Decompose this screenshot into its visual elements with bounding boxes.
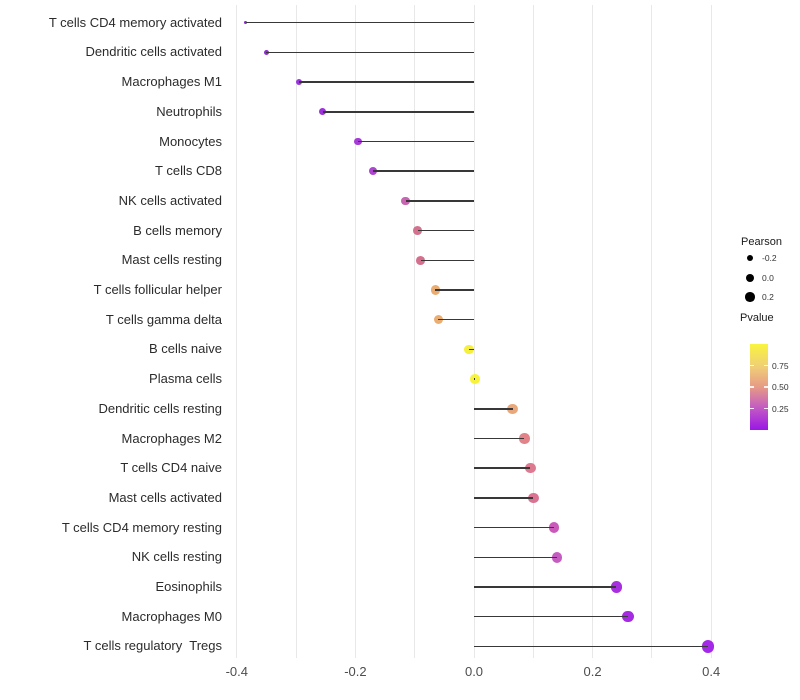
data-point: [295, 78, 303, 86]
y-axis-label: Macrophages M0: [121, 608, 222, 624]
y-axis-label: T cells CD8: [155, 163, 222, 179]
data-point: [319, 108, 327, 116]
size-legend-label: 0.2: [762, 292, 774, 302]
size-legend-title: Pearson: [741, 236, 782, 248]
gridline: [354, 5, 356, 658]
data-point: [401, 196, 411, 206]
data-point: [525, 462, 536, 474]
gridline: [295, 5, 297, 658]
size-legend-items: -0.2 0.0 0.2: [738, 234, 800, 444]
lollipop-segment: [474, 586, 617, 588]
pvalue-tick-label: 0.75: [772, 360, 789, 371]
lollipop-segment: [474, 408, 513, 410]
lollipop-segment: [420, 259, 474, 262]
pvalue-tick-label: 0.25: [772, 403, 789, 414]
y-axis-label: Plasma cells: [149, 371, 222, 387]
y-axis-label: Eosinophils: [155, 579, 223, 594]
y-axis-label: Monocytes: [159, 133, 222, 149]
size-legend-label: -0.2: [762, 253, 777, 263]
pvalue-tick-notch: [764, 364, 768, 367]
pvalue-tick-label: 0.50: [772, 382, 789, 392]
y-axis-label: Macrophages M2: [121, 430, 222, 446]
pvalue-gradient-bar: [750, 344, 768, 430]
data-point: [470, 374, 481, 384]
lollipop-segment: [299, 81, 474, 83]
y-axis-label: T cells follicular helper: [93, 282, 222, 297]
y-axis-label: Macrophages M1: [121, 74, 222, 90]
lollipop-segment: [358, 140, 474, 143]
gridline: [473, 5, 475, 658]
pvalue-tick-notch: [750, 386, 754, 388]
data-point: [507, 403, 518, 414]
gridline: [710, 5, 712, 658]
x-axis-tick-label: 0.4: [702, 664, 721, 679]
y-axis-label: Neutrophils: [156, 103, 222, 119]
data-point: [369, 167, 378, 176]
y-axis-label: T cells gamma delta: [105, 311, 222, 327]
lollipop-segment: [435, 289, 474, 291]
x-axis-tick-label: -0.4: [225, 664, 248, 679]
color-legend-ticks: 0.75 0.50 0.25: [738, 234, 800, 444]
pvalue-tick-notch: [750, 407, 754, 410]
data-point: [430, 285, 440, 295]
lollipop-segment: [245, 21, 474, 24]
lollipop-segment: [438, 318, 474, 321]
y-axis-label: B cells naive: [149, 341, 222, 357]
lollipop-segment: [266, 51, 474, 54]
x-axis-tick-label: 0.2: [583, 664, 602, 679]
lollipop-segment: [373, 170, 474, 172]
y-axis-label: Dendritic cells activated: [85, 44, 222, 60]
gridline: [651, 5, 653, 658]
lollipop-segment: [469, 348, 474, 351]
lollipop-segment: [322, 111, 474, 113]
y-axis-label: Mast cells resting: [121, 252, 222, 268]
data-point: [416, 255, 426, 265]
lollipop-segment: [474, 526, 555, 529]
y-axis-label: B cells memory: [133, 222, 222, 238]
lollipop-segment: [474, 437, 525, 440]
gridline: [532, 5, 534, 658]
y-axis-label: T cells CD4 naive: [120, 460, 222, 476]
size-legend-dot: [746, 273, 754, 282]
size-legend-label: 0.0: [762, 272, 774, 283]
legend: Pearson -0.2 0.0 0.2 Pvalue 0.75 0.50 0.25: [738, 234, 800, 444]
color-legend-title: Pvalue: [740, 312, 774, 324]
lollipop-segment: [474, 467, 531, 469]
data-point: [354, 137, 363, 146]
lollipop-segment: [417, 229, 474, 232]
y-axis-label: NK cells resting: [131, 549, 222, 565]
lollipop-segment: [474, 645, 709, 648]
y-axis-label: Dendritic cells resting: [98, 400, 222, 416]
x-axis-tick-label: 0.0: [464, 664, 484, 679]
lollipop-segment: [405, 200, 474, 202]
y-axis-label: Mast cells activated: [108, 489, 222, 505]
gridline: [236, 5, 238, 658]
lollipop-segment: [474, 615, 629, 618]
y-axis-label: T cells CD4 memory resting: [61, 519, 222, 535]
size-legend-dot: [745, 292, 755, 302]
data-point: [413, 226, 423, 235]
pvalue-tick-notch: [764, 407, 768, 410]
lollipop-segment: [474, 497, 534, 499]
data-point: [622, 610, 634, 623]
lollipop-segment: [474, 378, 476, 380]
y-axis-label: T cells CD4 memory activated: [48, 14, 222, 30]
y-axis-label: T cells regulatory Tregs: [83, 638, 222, 654]
x-axis-tick-label: -0.2: [344, 664, 367, 679]
y-axis-label: NK cells activated: [118, 192, 222, 208]
pvalue-tick-notch: [750, 364, 754, 367]
lollipop-segment: [474, 556, 558, 559]
size-legend-dot: [746, 254, 754, 262]
gridline: [592, 5, 594, 658]
gridline: [414, 5, 416, 658]
pvalue-tick-notch: [764, 386, 768, 388]
